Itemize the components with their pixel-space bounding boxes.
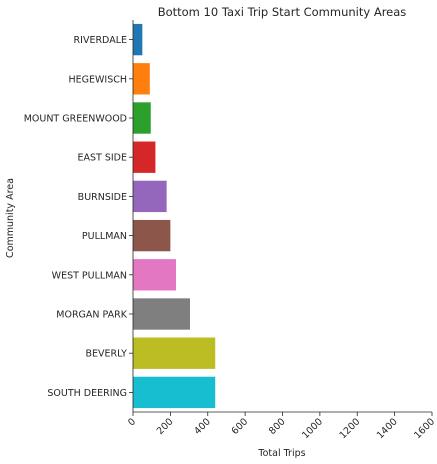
y-tick-label: BURNSIDE (78, 192, 127, 203)
bar-riverdale (133, 23, 143, 56)
bar-south-deering (133, 376, 216, 409)
y-axis-label: Community Area (5, 178, 16, 258)
y-tick-label: MORGAN PARK (56, 310, 127, 321)
y-tick-label: RIVERDALE (74, 35, 127, 46)
bar-beverly (133, 337, 216, 369)
bar-east-side (133, 141, 156, 173)
y-axis-ticks: RIVERDALE HEGEWISCH MOUNT GREENWOOD EAST SI… (24, 35, 133, 399)
y-tick-label: PULLMAN (82, 231, 127, 242)
x-axis-ticks: 0 200 400 600 800 1000 1200 1400 1600 (126, 412, 437, 441)
x-axis-label: Total Trips (257, 448, 305, 459)
x-tick-label: 400 (192, 416, 213, 437)
bar-burnside (133, 180, 167, 213)
x-tick-label: 1400 (375, 416, 400, 441)
x-tick-label: 600 (230, 416, 251, 437)
y-tick-label: EAST SIDE (77, 153, 127, 164)
y-tick-label: WEST PULLMAN (52, 270, 127, 281)
y-tick-label: BEVERLY (86, 349, 128, 360)
x-tick-label: 200 (155, 416, 176, 437)
x-tick-label: 0 (126, 416, 138, 428)
bar-pullman (133, 219, 171, 252)
x-tick-label: 1600 (412, 416, 437, 441)
bars-group (133, 23, 216, 409)
x-tick-label: 800 (267, 416, 288, 437)
bar-morgan-park (133, 298, 190, 330)
y-tick-label: SOUTH DEERING (47, 388, 127, 399)
y-tick-label: MOUNT GREENWOOD (24, 114, 127, 125)
y-tick-label: HEGEWISCH (68, 74, 127, 85)
x-tick-label: 1200 (337, 416, 362, 441)
bar-west-pullman (133, 259, 176, 291)
bar-mount-greenwood (133, 102, 151, 134)
bar-hegewisch (133, 63, 150, 95)
x-tick-label: 1000 (300, 416, 325, 441)
chart-title: Bottom 10 Taxi Trip Start Community Area… (158, 5, 407, 19)
